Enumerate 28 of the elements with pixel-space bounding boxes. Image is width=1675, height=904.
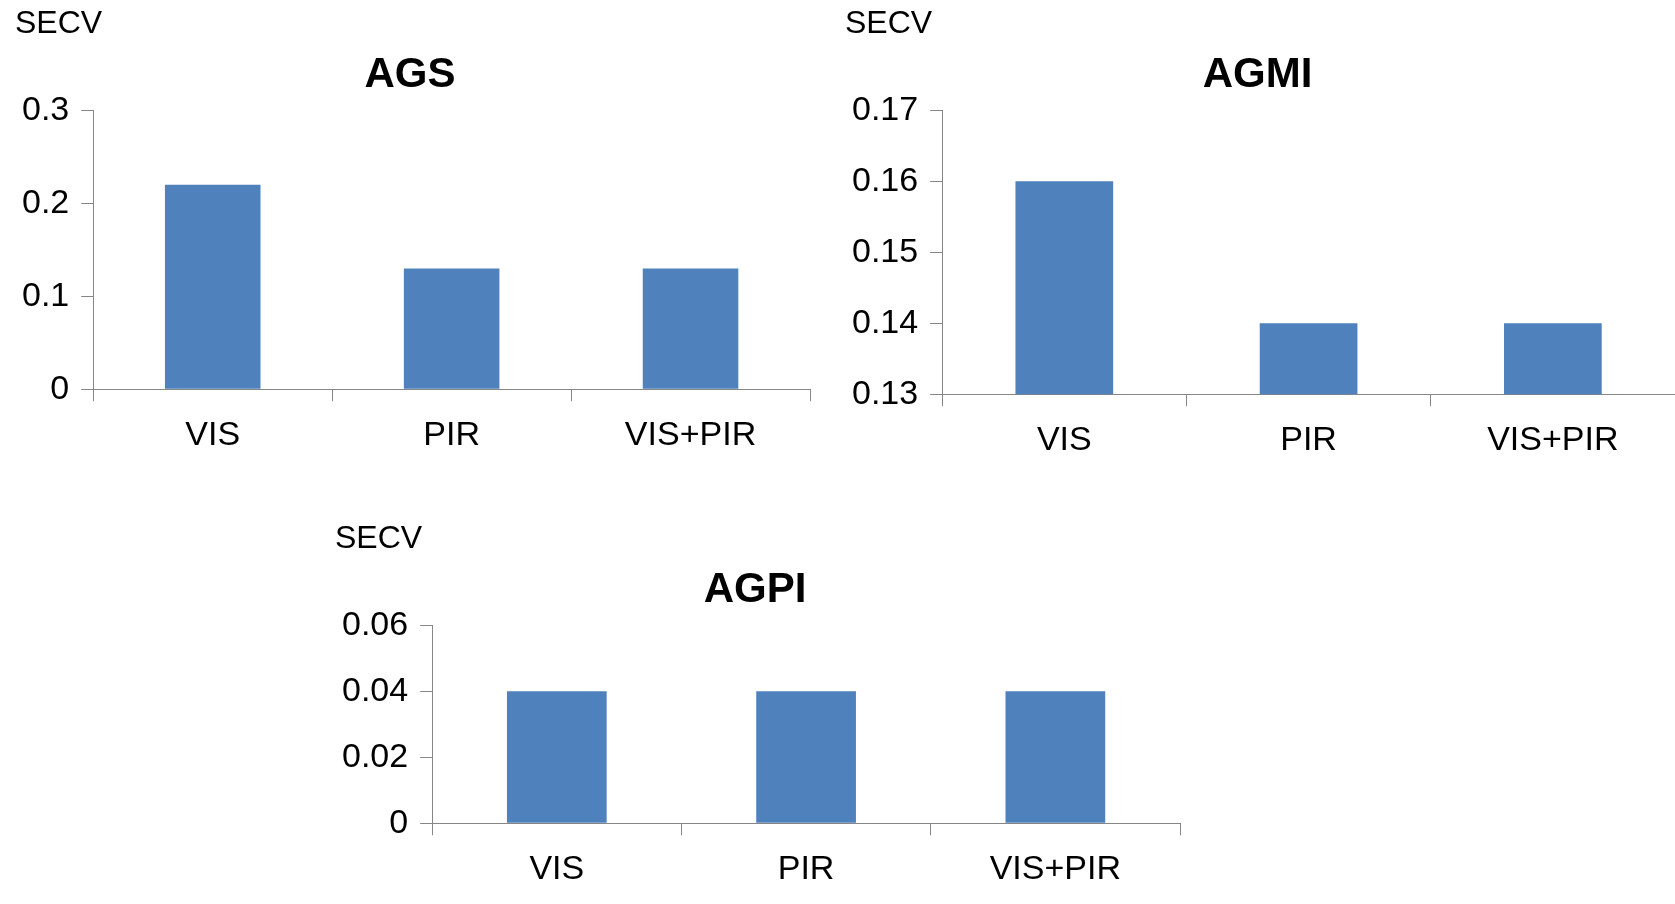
- y-tick-label: 0.16: [851, 159, 919, 198]
- chart-title: AGPI: [703, 563, 807, 611]
- y-tick-label: 0.04: [341, 669, 409, 708]
- x-tick-label: VIS: [1036, 418, 1092, 457]
- y-tick-label: 0.14: [851, 301, 919, 340]
- y-axis-title: SECV: [15, 3, 103, 40]
- y-tick-label: 0.15: [851, 230, 919, 269]
- x-tick-label: PIR: [777, 847, 835, 886]
- chart-title: AGS: [364, 48, 456, 96]
- y-tick-label: 0.06: [341, 603, 409, 642]
- y-tick-label: 0.2: [22, 181, 70, 220]
- x-tick-label: VIS+PIR: [1487, 418, 1619, 457]
- x-tick-label: PIR: [423, 413, 480, 452]
- y-tick-label: 0: [389, 801, 409, 840]
- x-tick-label: VIS: [185, 413, 241, 452]
- chart-title: AGMI: [1202, 48, 1313, 96]
- y-tick-label: 0.17: [851, 88, 919, 127]
- x-tick-label: VIS: [529, 847, 585, 886]
- y-tick-label: 0: [50, 367, 70, 406]
- y-axis-title: SECV: [335, 518, 423, 555]
- x-tick-label: VIS+PIR: [624, 413, 757, 452]
- y-axis-title: SECV: [845, 3, 933, 40]
- y-tick-label: 0.02: [341, 735, 409, 774]
- y-tick-label: 0.13: [851, 372, 919, 411]
- x-tick-label: PIR: [1280, 418, 1337, 457]
- y-tick-label: 0.1: [22, 274, 70, 313]
- x-tick-label: VIS+PIR: [989, 847, 1122, 886]
- y-tick-label: 0.3: [22, 88, 70, 127]
